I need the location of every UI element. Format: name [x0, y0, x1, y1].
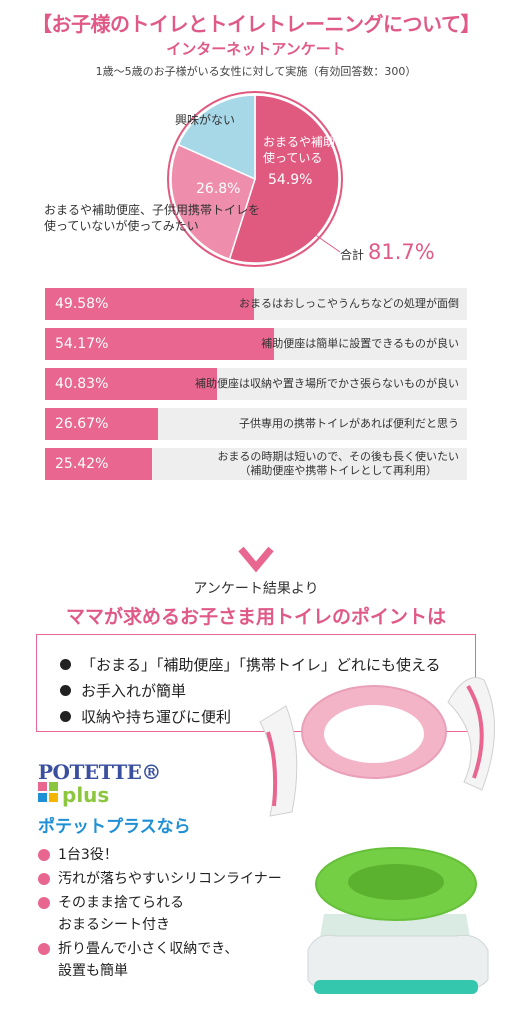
- bar-category-label: 補助便座は簡単に設置できるものが良い: [261, 337, 459, 351]
- potette-plus-logo: POTETTE® plus: [38, 760, 161, 810]
- survey-subtitle: インターネットアンケート: [166, 40, 346, 58]
- total-label: 合計: [340, 248, 365, 262]
- point-item: お手入れが簡単: [60, 678, 441, 704]
- bar-category-label: 補助便座は収納や置き場所でかさ張らないものが良い: [195, 377, 459, 391]
- feature-text: 汚れが落ちやすいシリコンライナー: [58, 871, 282, 887]
- total-summary: 合計 81.7%: [340, 240, 435, 264]
- bar-fill: [45, 328, 274, 360]
- pie-slice-want-to-try: [170, 143, 256, 260]
- pie-slice-not-interested: [177, 94, 256, 181]
- point-item: 収納や持ち運びに便利: [60, 704, 441, 730]
- point-text: お手入れが簡単: [81, 682, 187, 700]
- bar-row: 40.83% 補助便座は収納や置き場所でかさ張らないものが良い: [45, 368, 467, 400]
- feature-text: 1台3役！: [58, 847, 118, 863]
- bar-category-label: おまるはおしっこやうんちなどの処理が面倒: [239, 297, 459, 311]
- feature-text: そのまま捨てられる おまるシート付き: [58, 895, 184, 933]
- green-potty-product-image: [307, 847, 489, 994]
- bar-fill: [45, 368, 218, 400]
- logo-plus-text: plus: [62, 783, 110, 807]
- pie-label-using: おまるや補助便座子供用携帯トイレを 使っている: [263, 135, 468, 166]
- pie-chart: [167, 91, 343, 267]
- point-item: 「おまる」「補助便座」「携帯トイレ」どれにも使える: [60, 652, 441, 678]
- down-arrow-icon: [238, 546, 274, 573]
- bullet-dot-icon: [60, 711, 71, 722]
- point-text: 収納や持ち運びに便利: [81, 708, 232, 726]
- bar-value-label: 26.67%: [55, 416, 109, 432]
- bar-fill: [45, 288, 255, 320]
- feature-item: 汚れが落ちやすいシリコンライナー: [38, 868, 282, 890]
- bullet-dot-icon: [60, 685, 71, 696]
- bar-row: 26.67% 子供専用の携帯トイレがあれば便利だと思う: [45, 408, 467, 440]
- pink-bullet-icon: [38, 943, 50, 955]
- feature-item: 1台3役！: [38, 844, 282, 866]
- pie-label-not-interested: 興味がない: [175, 113, 236, 127]
- bar-value-label: 25.42%: [55, 456, 109, 472]
- bar-value-label: 54.17%: [55, 336, 109, 352]
- bar-chart: 49.58% おまるはおしっこやうんちなどの処理が面倒 54.17% 補助便座は…: [45, 288, 467, 488]
- pink-bullet-icon: [38, 897, 50, 909]
- bar-value-label: 49.58%: [55, 296, 109, 312]
- pie-pct-using: 54.9%: [268, 172, 313, 188]
- bar-category-label: 子供専用の携帯トイレがあれば便利だと思う: [239, 417, 459, 431]
- bar-fill: [45, 448, 153, 480]
- logo-wordmark: POTETTE®: [38, 760, 161, 784]
- bar-row: 49.58% おまるはおしっこやうんちなどの処理が面倒: [45, 288, 467, 320]
- bar-row: 54.17% 補助便座は簡単に設置できるものが良い: [45, 328, 467, 360]
- pink-bullet-icon: [38, 849, 50, 861]
- points-title: ママが求めるお子さま用トイレのポイントは: [65, 606, 446, 628]
- pink-bullet-icon: [38, 873, 50, 885]
- bar-row: 25.42% おまるの時期は短いので、その後も長く使いたい （補助便座や携帯トイ…: [45, 448, 467, 480]
- bar-category-label: おまるの時期は短いので、その後も長く使いたい （補助便座や携帯トイレとして再利用…: [217, 450, 459, 477]
- feature-list: 1台3役！ 汚れが落ちやすいシリコンライナー そのまま捨てられる おまるシート付…: [38, 844, 282, 984]
- feature-item: 折り畳んで小さく収納でき、 設置も簡単: [38, 938, 282, 982]
- survey-note: 1歳〜5歳のお子様がいる女性に対して実施（有効回答数：300）: [95, 65, 417, 78]
- bar-value-label: 40.83%: [55, 376, 109, 392]
- pie-outline: [167, 91, 343, 267]
- page-title: 【お子様のトイレとトイレトレーニングについて】: [32, 12, 480, 36]
- feature-text: 折り畳んで小さく収納でき、 設置も簡単: [58, 941, 239, 979]
- feature-item: そのまま捨てられる おまるシート付き: [38, 892, 282, 936]
- results-from-label: アンケート結果より: [193, 581, 319, 597]
- point-text: 「おまる」「補助便座」「携帯トイレ」どれにも使える: [81, 656, 441, 674]
- pie-label-want-to-try: おまるや補助便座、子供用携帯トイレを 使っていないが使ってみたい: [44, 203, 261, 234]
- total-value: 81.7%: [368, 240, 435, 264]
- pie-pct-want-to-try: 26.8%: [196, 181, 241, 197]
- pie-slice-using: [228, 94, 340, 264]
- bullet-dot-icon: [60, 659, 71, 670]
- brand-tagline: ポテットプラスなら: [38, 817, 191, 837]
- bar-fill: [45, 408, 158, 440]
- pink-potty-product-image: [259, 677, 495, 817]
- points-list: 「おまる」「補助便座」「携帯トイレ」どれにも使える お手入れが簡単 収納や持ち運…: [60, 652, 441, 730]
- logo-squares-icon: [38, 782, 58, 802]
- total-leader-line: [313, 233, 341, 253]
